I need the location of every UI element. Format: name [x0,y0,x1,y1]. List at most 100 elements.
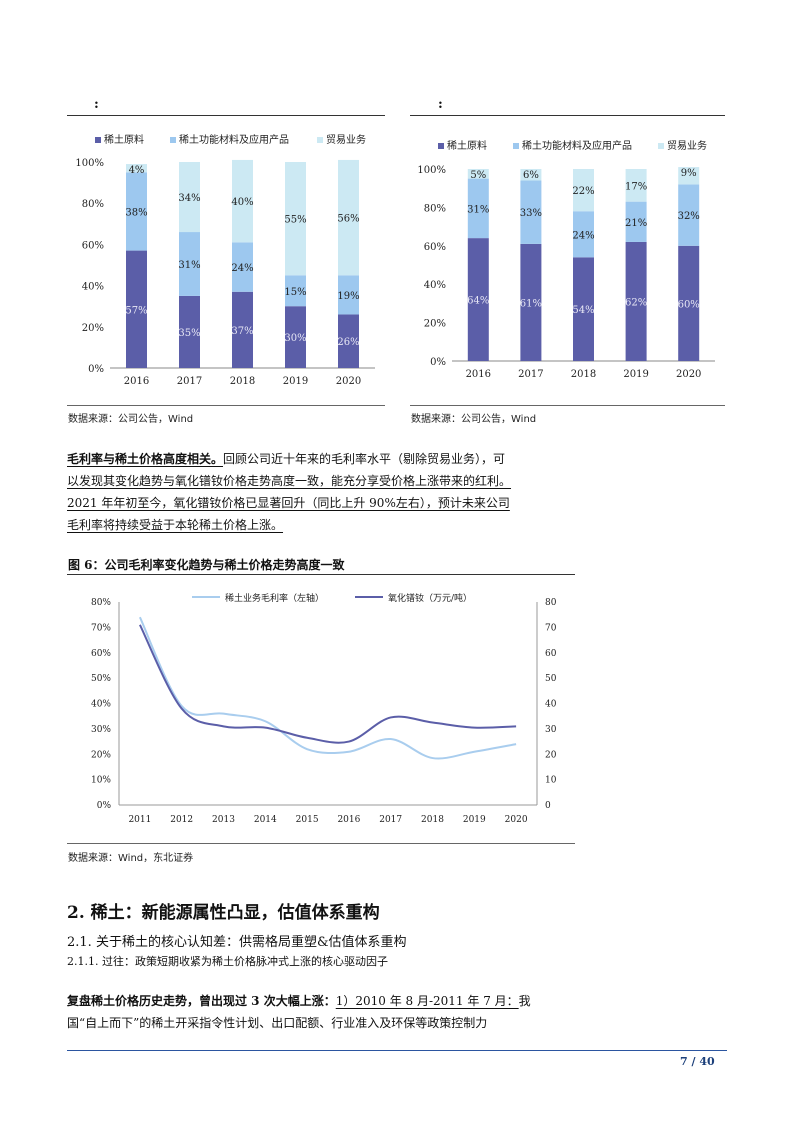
right-chart-source: 数据来源：公司公告，Wind [411,414,537,425]
subsection-2-1: 2.1. 关于稀土的核心认知差：供需格局重塑&估值体系重构 [67,935,407,950]
y-tick-label: 20% [82,323,104,334]
bar-segment [285,275,306,307]
data-label: 22% [572,186,594,197]
bar-segment [678,167,700,185]
bar-segment [520,169,542,181]
legend-swatch [95,137,101,143]
data-label: 57% [125,305,147,316]
bar-segment [126,172,147,251]
data-label: 19% [337,291,359,302]
para1-line2: 以发现其变化趋势与氧化镨钕价格走势高度一致，能充分享受价格上涨带来的红利。 [67,474,512,488]
x-tick-label: 2015 [296,815,319,825]
data-label: 56% [337,214,359,225]
left-y-tick-label: 80% [91,598,111,608]
left-stacked-bar-chart: 稀土原料 稀土功能材料及应用产品 贸易业务 0% 20% 40% 60% 80% 100% 57%… [75,133,375,387]
x-tick-label: 2014 [254,815,277,825]
bar-segment [232,291,253,368]
bar-segment [573,257,594,361]
x-tick-label: 2017 [177,376,202,387]
legend-label: 稀土功能材料及应用产品 [179,133,289,146]
bar-segment [285,306,306,368]
gross-margin-series-line [138,616,517,760]
bar-segment [338,275,359,315]
right-chart-header: : [438,97,443,112]
data-label: 30% [284,333,306,344]
y-tick-label: 80% [424,203,446,214]
bar-segment [179,295,200,368]
data-label: 33% [520,208,542,219]
y-tick-label: 80% [82,199,104,210]
history-bold-lead: 复盘稀土价格历史走势，曾出现过 3 次大幅上涨： [67,994,336,1008]
y-tick-label: 40% [82,282,104,293]
bar-segment [625,201,647,242]
data-label: 9% [681,168,697,179]
bar-segment [285,162,306,276]
left-y-tick-label: 10% [91,776,111,786]
history-line2: 国“自上而下”的稀土开采指令性计划、出口配额、行业准入及环保等政策控制力 [67,1016,488,1030]
x-tick-label: 2018 [230,376,255,387]
bar-segment [126,164,147,173]
legend-label: 氧化镨钕（万元/吨） [388,592,472,604]
x-tick-label: 2020 [676,369,701,380]
data-label: 37% [231,326,253,337]
bar-segment [467,169,489,179]
y-tick-label: 100% [417,165,446,176]
x-tick-label: 2016 [466,369,491,380]
data-label: 15% [284,287,306,298]
bar-segment [338,314,359,368]
left-y-tick-label: 20% [91,750,111,760]
data-label: 31% [178,260,200,271]
bar-segment [179,232,200,296]
figure6-line-chart: 稀土业务毛利率（左轴） 氧化镨钕（万元/吨） 0% 10% 20% 30% 40% 50% 60… [91,592,557,825]
y-tick-label: 60% [82,240,104,251]
data-label: 34% [178,193,200,204]
left-chart-header: : [94,97,99,112]
data-label: 62% [625,297,647,308]
data-label: 5% [470,170,486,181]
right-y-tick-label: 70 [545,623,557,633]
section-title: 2. 稀土：新能源属性凸显，估值体系重构 [67,903,380,923]
x-tick-label: 2018 [421,815,444,825]
history-tail: 我 [518,994,531,1008]
bar-segment [232,242,253,292]
data-label: 31% [467,204,489,215]
data-label: 60% [678,299,700,310]
x-tick-label: 2020 [505,815,528,825]
x-tick-label: 2013 [212,815,235,825]
bar-segment [625,169,647,202]
legend-label: 稀土业务毛利率（左轴） [225,592,324,604]
right-y-tick-label: 60 [545,649,557,659]
x-tick-label: 2018 [571,369,596,380]
footer-rule [67,1050,727,1051]
bar-segment [179,162,200,233]
data-label: 17% [625,181,647,192]
left-chart-source: 数据来源：公司公告，Wind [68,414,194,425]
data-label: 21% [625,218,647,229]
bar-segment [625,241,647,361]
right-y-tick-label: 0 [545,801,551,811]
para1-line3: 2021 年年初至今，氧化镨钕价格已显著回升（同比上升 90%左右），预计未来公… [67,496,510,510]
x-tick-label: 2017 [379,815,402,825]
data-label: 35% [178,328,200,339]
legend-swatch [658,143,664,149]
bar-segment [520,243,542,361]
legend-label: 贸易业务 [326,133,366,146]
right-y-tick-label: 50 [545,674,557,684]
data-label: 4% [129,165,145,176]
data-label: 24% [572,230,594,241]
x-tick-label: 2017 [518,369,543,380]
right-y-tick-label: 40 [545,700,557,710]
page-number: 7 / 40 [680,1055,715,1068]
legend-swatch [513,143,519,149]
left-y-tick-label: 70% [91,623,111,633]
legend-label: 稀土原料 [447,139,487,152]
bar-segment [678,184,700,246]
x-tick-label: 2019 [283,376,308,387]
bar-segment [520,180,542,244]
data-label: 26% [337,337,359,348]
figure6-title: 图 6：公司毛利率变化趋势与稀土价格走势高度一致 [68,558,345,572]
left-y-tick-label: 60% [91,649,111,659]
x-tick-label: 2012 [170,815,193,825]
left-chart-top-rule [67,115,385,116]
left-y-tick-label: 30% [91,725,111,735]
